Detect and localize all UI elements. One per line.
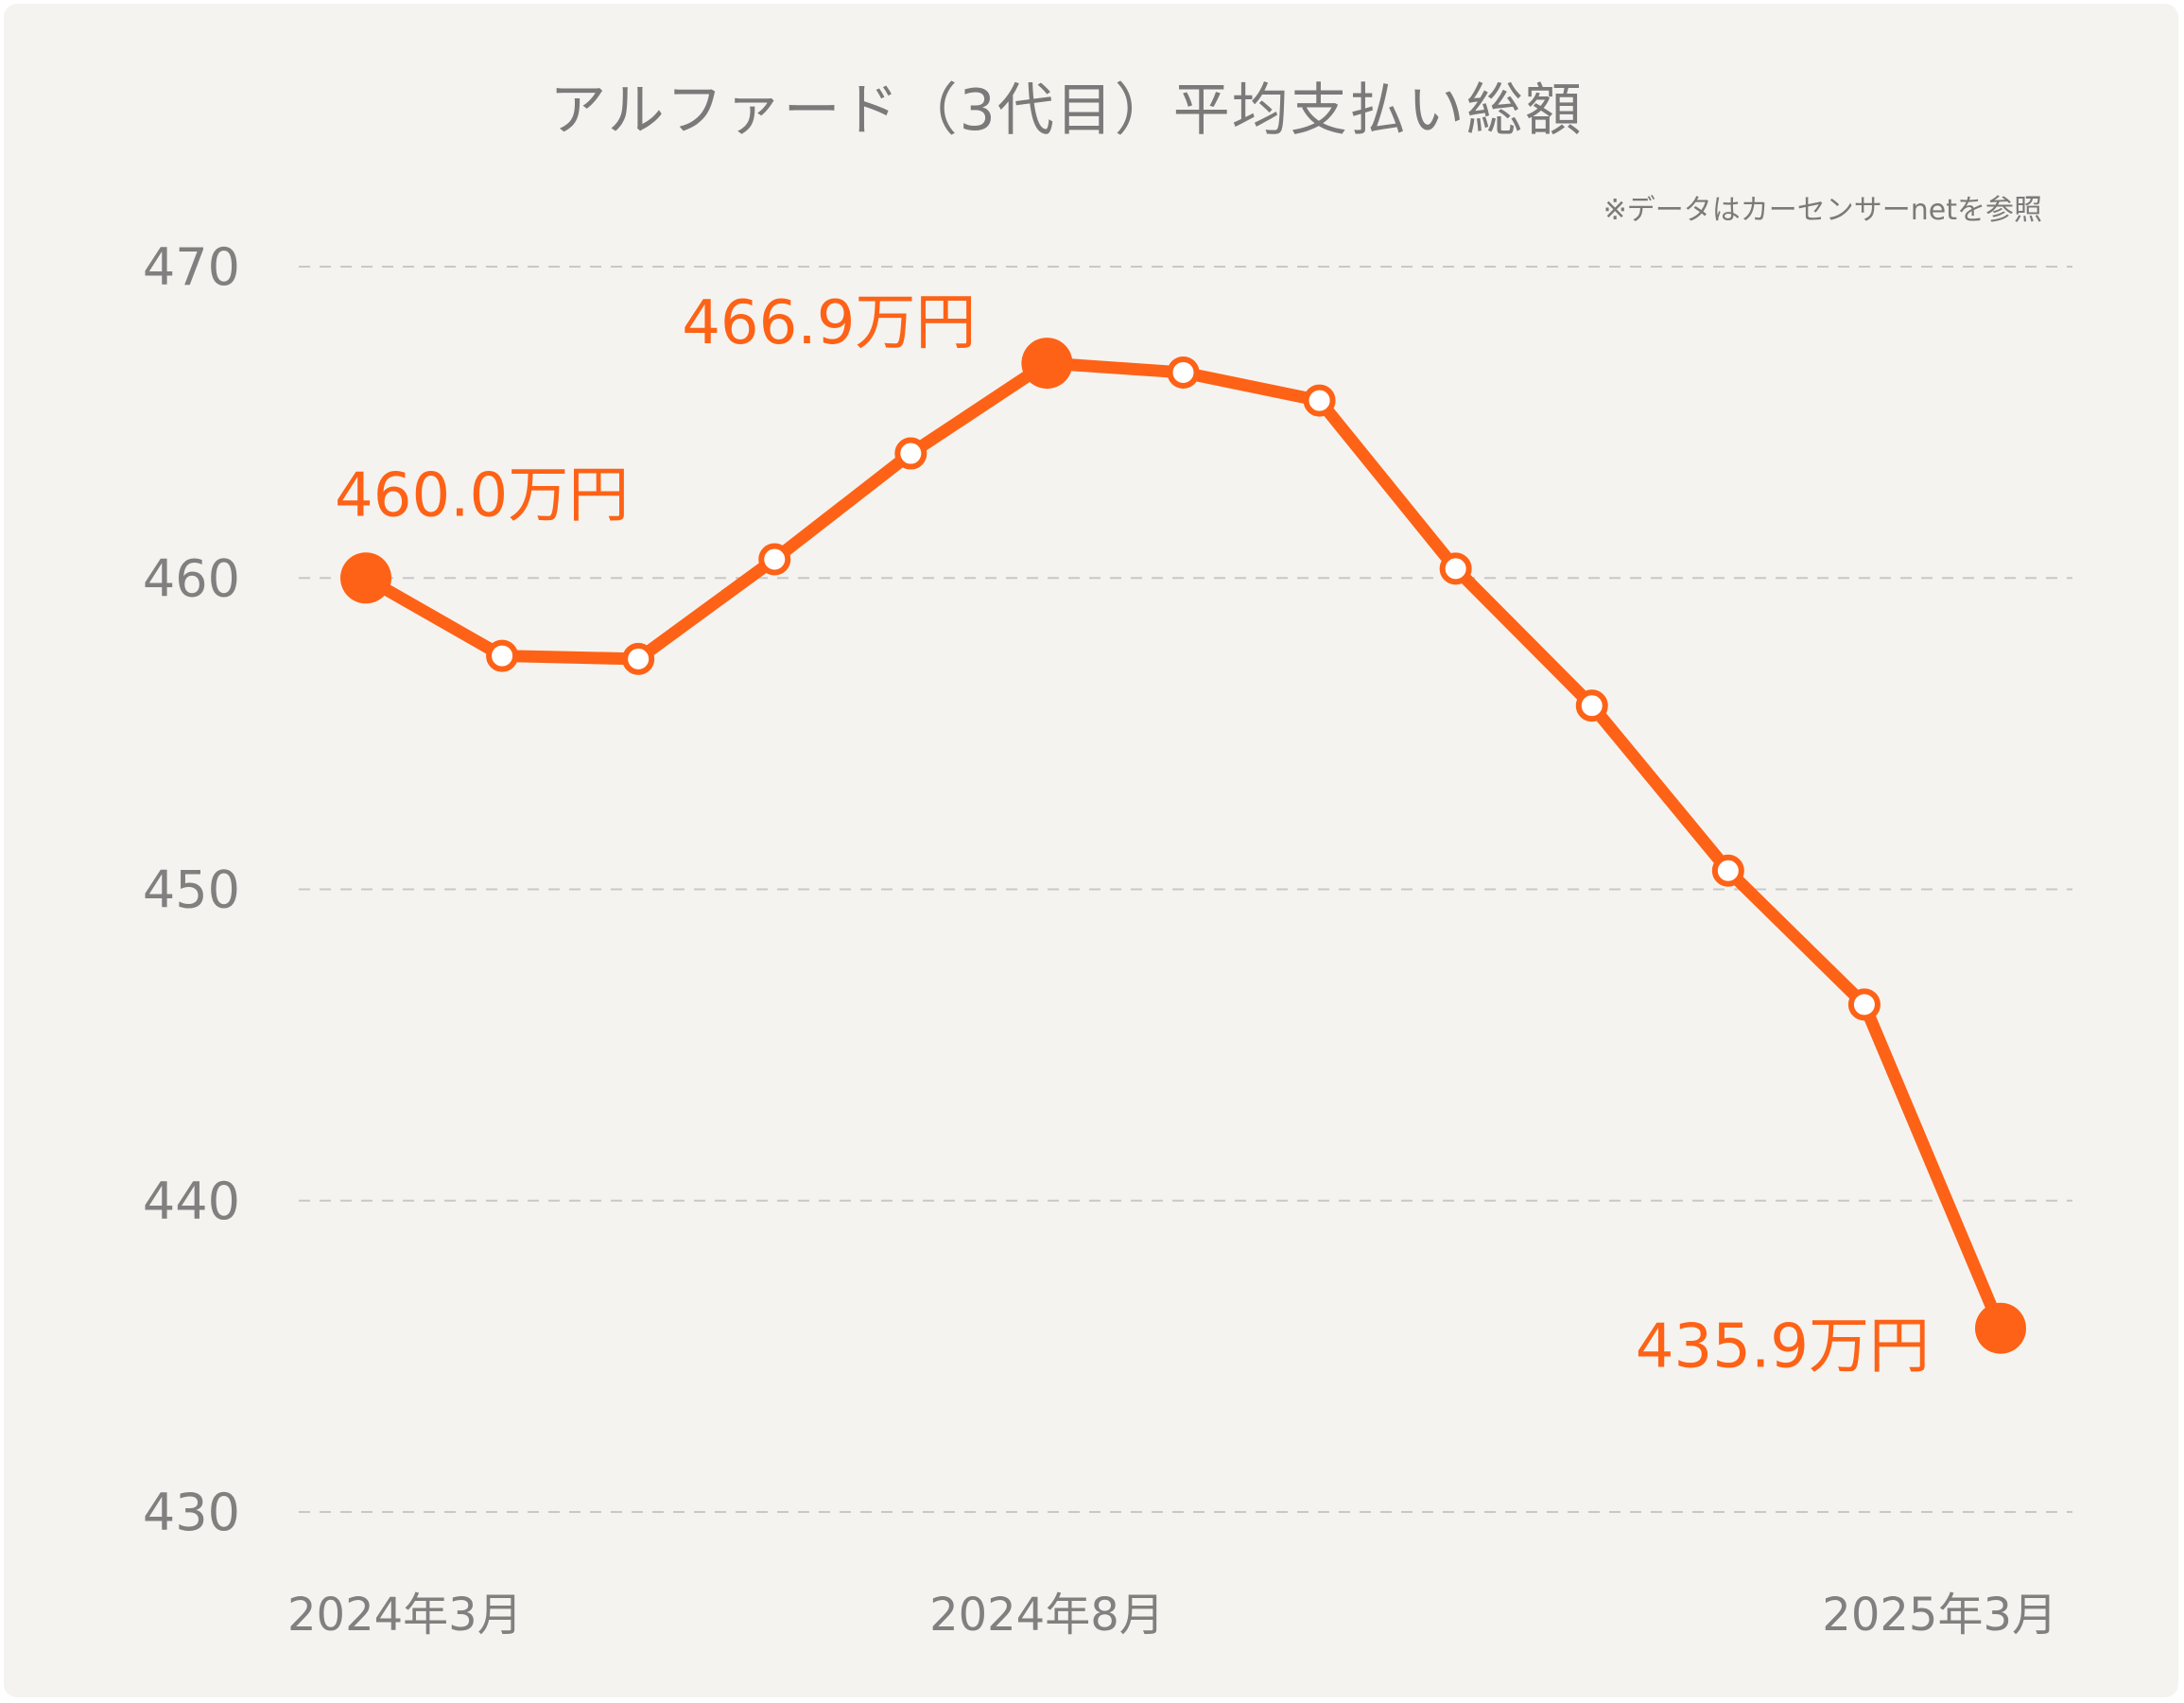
y-tick-label: 430	[143, 1483, 240, 1542]
y-axis-ticks: 470 460 450 440 430	[143, 237, 240, 1542]
chart-title: アルファード（3代目）平均支払い総額	[549, 78, 1584, 144]
data-point	[486, 639, 519, 672]
y-tick-label: 460	[143, 548, 240, 608]
data-label: 435.9万円	[1636, 1312, 1930, 1382]
data-point	[1575, 689, 1608, 722]
x-tick-label: 2025年3月	[1822, 1589, 2057, 1642]
x-tick-label: 2024年3月	[287, 1589, 523, 1642]
data-point	[1711, 854, 1744, 887]
data-point	[622, 642, 655, 675]
data-point-highlight	[1975, 1302, 2026, 1354]
data-point-highlight	[340, 552, 391, 604]
x-axis-ticks: 2024年3月 2024年8月 2025年3月	[287, 1589, 2057, 1642]
x-tick-label: 2024年8月	[929, 1589, 1165, 1642]
data-point	[1439, 552, 1472, 585]
y-tick-label: 440	[143, 1172, 240, 1231]
data-point	[758, 543, 791, 576]
data-point-highlight	[1021, 338, 1073, 390]
data-point	[1303, 384, 1336, 417]
source-note: ※データはカーセンサーnetを参照	[1603, 194, 2042, 227]
data-labels: 460.0万円 466.9万円 435.9万円	[335, 288, 1930, 1382]
line-chart: アルファード（3代目）平均支払い総額 ※データはカーセンサーnetを参照 470…	[143, 78, 2072, 1642]
data-label: 466.9万円	[682, 288, 976, 358]
data-label: 460.0万円	[335, 461, 629, 530]
data-point	[1167, 356, 1200, 389]
chart-card: アルファード（3代目）平均支払い総額 ※データはカーセンサーnetを参照 470…	[4, 4, 2178, 1697]
data-points	[340, 338, 2026, 1354]
data-point	[1847, 988, 1881, 1021]
grid-lines	[299, 266, 2072, 1513]
y-tick-label: 470	[143, 237, 240, 297]
data-point	[894, 437, 927, 470]
y-tick-label: 450	[143, 860, 240, 920]
